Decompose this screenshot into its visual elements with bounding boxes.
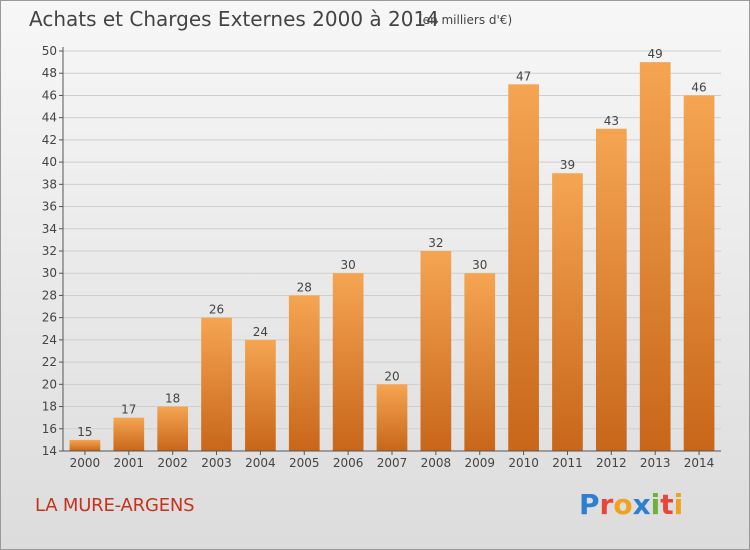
bar bbox=[684, 95, 715, 451]
x-tick-label: 2013 bbox=[640, 456, 671, 470]
bar bbox=[596, 129, 627, 451]
data-label: 18 bbox=[165, 392, 180, 406]
x-tick-label: 2007 bbox=[377, 456, 408, 470]
x-tick-label: 2006 bbox=[333, 456, 364, 470]
y-tick-label: 42 bbox=[42, 133, 57, 147]
y-tick-label: 46 bbox=[42, 88, 57, 102]
y-tick-label: 20 bbox=[42, 377, 57, 391]
data-label: 30 bbox=[340, 258, 355, 272]
x-tick-label: 2000 bbox=[70, 456, 101, 470]
x-tick-label: 2003 bbox=[201, 456, 232, 470]
y-tick-label: 38 bbox=[42, 177, 57, 191]
data-label: 15 bbox=[77, 425, 92, 439]
y-tick-label: 44 bbox=[42, 111, 57, 125]
data-label: 30 bbox=[472, 258, 487, 272]
x-tick-label: 2009 bbox=[464, 456, 495, 470]
bar bbox=[464, 273, 495, 451]
bar bbox=[245, 340, 276, 451]
x-tick-label: 2012 bbox=[596, 456, 627, 470]
bar bbox=[70, 440, 101, 451]
bar bbox=[201, 318, 232, 451]
y-tick-label: 18 bbox=[42, 400, 57, 414]
data-label: 43 bbox=[604, 114, 619, 128]
y-tick-label: 24 bbox=[42, 333, 57, 347]
y-tick-label: 14 bbox=[42, 444, 57, 458]
data-label: 20 bbox=[384, 369, 399, 383]
y-tick-label: 28 bbox=[42, 288, 57, 302]
x-tick-label: 2004 bbox=[245, 456, 276, 470]
y-tick-label: 50 bbox=[42, 44, 57, 58]
y-tick-label: 40 bbox=[42, 155, 57, 169]
logo-letter: i bbox=[674, 488, 684, 521]
x-tick-label: 2002 bbox=[157, 456, 188, 470]
logo-letter: i bbox=[651, 488, 661, 521]
bar bbox=[157, 407, 188, 451]
x-tick-label: 2010 bbox=[508, 456, 539, 470]
x-tick-label: 2005 bbox=[289, 456, 320, 470]
data-label: 39 bbox=[560, 158, 575, 172]
chart-panel: Achats et Charges Externes 2000 à 2014 (… bbox=[0, 0, 750, 550]
bar bbox=[333, 273, 364, 451]
data-label: 17 bbox=[121, 403, 136, 417]
bar-chart: 14 16 18 20 22 24 26 28 30 32 34 36 38 40 42 44 46 48 50 2… bbox=[1, 1, 749, 549]
x-tick-label: 2011 bbox=[552, 456, 583, 470]
bar bbox=[640, 62, 671, 451]
logo-letter: o bbox=[613, 488, 632, 521]
data-label: 47 bbox=[516, 69, 531, 83]
bar bbox=[421, 251, 452, 451]
data-label: 28 bbox=[297, 280, 312, 294]
data-label: 49 bbox=[648, 47, 663, 61]
data-label: 24 bbox=[253, 325, 268, 339]
y-tick-label: 34 bbox=[42, 222, 57, 236]
data-label: 32 bbox=[428, 236, 443, 250]
y-tick-label: 36 bbox=[42, 200, 57, 214]
bar bbox=[377, 384, 408, 451]
y-tick-label: 32 bbox=[42, 244, 57, 258]
y-tick-label: 26 bbox=[42, 311, 57, 325]
y-tick-label: 48 bbox=[42, 66, 57, 80]
bar bbox=[552, 173, 583, 451]
logo-letter: r bbox=[600, 488, 614, 521]
x-tick-label: 2008 bbox=[421, 456, 452, 470]
data-label: 26 bbox=[209, 303, 224, 317]
bar bbox=[289, 295, 320, 451]
logo-letter: x bbox=[633, 488, 651, 521]
bar bbox=[113, 418, 144, 451]
data-label: 46 bbox=[691, 80, 706, 94]
proxiti-logo[interactable]: Proxiti bbox=[579, 488, 683, 521]
x-tick-label: 2001 bbox=[114, 456, 145, 470]
logo-letter: P bbox=[579, 488, 600, 521]
y-tick-label: 22 bbox=[42, 355, 57, 369]
x-tick-label: 2014 bbox=[684, 456, 715, 470]
y-tick-label: 30 bbox=[42, 266, 57, 280]
bar bbox=[508, 84, 539, 451]
place-name: LA MURE-ARGENS bbox=[35, 495, 194, 516]
logo-letter: t bbox=[660, 488, 673, 521]
y-tick-label: 16 bbox=[42, 422, 57, 436]
